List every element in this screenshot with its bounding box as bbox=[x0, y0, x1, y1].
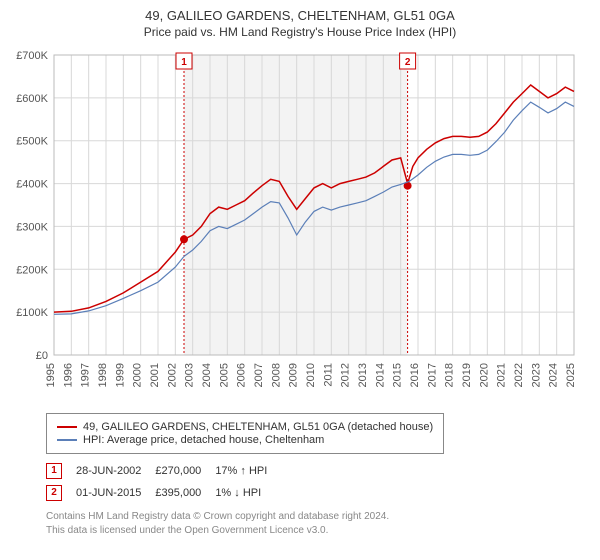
svg-text:2009: 2009 bbox=[288, 363, 300, 387]
event-marker-icon: 2 bbox=[46, 485, 62, 501]
event-delta: 17% ↑ HPI bbox=[215, 460, 281, 482]
event-marker-icon: 1 bbox=[46, 463, 62, 479]
event-date: 01-JUN-2015 bbox=[76, 482, 155, 504]
legend: 49, GALILEO GARDENS, CHELTENHAM, GL51 0G… bbox=[46, 413, 444, 454]
legend-row-hpi: HPI: Average price, detached house, Chel… bbox=[57, 434, 433, 446]
title-line2: Price paid vs. HM Land Registry's House … bbox=[8, 25, 592, 39]
svg-text:2015: 2015 bbox=[392, 363, 404, 387]
footer-attribution: Contains HM Land Registry data © Crown c… bbox=[46, 510, 592, 537]
svg-text:2014: 2014 bbox=[374, 363, 386, 387]
svg-text:2011: 2011 bbox=[322, 363, 334, 387]
legend-label-property: 49, GALILEO GARDENS, CHELTENHAM, GL51 0G… bbox=[83, 421, 433, 433]
svg-text:2016: 2016 bbox=[409, 363, 421, 387]
event-row: 1 28-JUN-2002£270,00017% ↑ HPI bbox=[46, 460, 281, 482]
svg-text:2022: 2022 bbox=[513, 363, 525, 387]
svg-text:2003: 2003 bbox=[184, 363, 196, 387]
svg-text:2021: 2021 bbox=[496, 363, 508, 387]
svg-text:£100K: £100K bbox=[16, 307, 48, 319]
legend-row-property: 49, GALILEO GARDENS, CHELTENHAM, GL51 0G… bbox=[57, 421, 433, 433]
svg-text:2002: 2002 bbox=[166, 363, 178, 387]
svg-text:£400K: £400K bbox=[16, 179, 48, 191]
svg-text:2010: 2010 bbox=[305, 363, 317, 387]
svg-text:£700K: £700K bbox=[16, 50, 48, 62]
svg-text:2023: 2023 bbox=[530, 363, 542, 387]
event-date: 28-JUN-2002 bbox=[76, 460, 155, 482]
svg-text:2013: 2013 bbox=[357, 363, 369, 387]
svg-text:£500K: £500K bbox=[16, 136, 48, 148]
svg-text:2024: 2024 bbox=[548, 363, 560, 387]
title-line1: 49, GALILEO GARDENS, CHELTENHAM, GL51 0G… bbox=[8, 8, 592, 23]
event-delta: 1% ↓ HPI bbox=[215, 482, 281, 504]
svg-text:2017: 2017 bbox=[426, 363, 438, 387]
svg-text:1997: 1997 bbox=[80, 363, 92, 387]
svg-text:£200K: £200K bbox=[16, 264, 48, 276]
svg-text:2020: 2020 bbox=[478, 363, 490, 387]
event-row: 2 01-JUN-2015£395,0001% ↓ HPI bbox=[46, 482, 281, 504]
chart-title-block: 49, GALILEO GARDENS, CHELTENHAM, GL51 0G… bbox=[8, 8, 592, 39]
svg-text:1996: 1996 bbox=[62, 363, 74, 387]
line-chart: £0 £100K £200K £300K £400K £500K £600K £700K 199… bbox=[8, 45, 584, 405]
svg-text:1995: 1995 bbox=[45, 363, 57, 387]
legend-label-hpi: HPI: Average price, detached house, Chel… bbox=[83, 434, 324, 446]
svg-text:2001: 2001 bbox=[149, 363, 161, 387]
events-table: 1 28-JUN-2002£270,00017% ↑ HPI 2 01-JUN-201… bbox=[46, 460, 281, 504]
footer-line2: This data is licensed under the Open Gov… bbox=[46, 524, 592, 538]
svg-text:2005: 2005 bbox=[218, 363, 230, 387]
event-price: £270,000 bbox=[155, 460, 215, 482]
event-price: £395,000 bbox=[155, 482, 215, 504]
svg-text:£300K: £300K bbox=[16, 221, 48, 233]
legend-swatch-property bbox=[57, 426, 77, 428]
svg-text:2008: 2008 bbox=[270, 363, 282, 387]
svg-text:1998: 1998 bbox=[97, 363, 109, 387]
svg-text:1999: 1999 bbox=[114, 363, 126, 387]
svg-text:2025: 2025 bbox=[565, 363, 577, 387]
svg-text:1: 1 bbox=[181, 57, 187, 68]
svg-text:2018: 2018 bbox=[444, 363, 456, 387]
svg-text:2007: 2007 bbox=[253, 363, 265, 387]
footer-line1: Contains HM Land Registry data © Crown c… bbox=[46, 510, 592, 524]
svg-text:2012: 2012 bbox=[340, 363, 352, 387]
legend-swatch-hpi bbox=[57, 439, 77, 441]
svg-text:2006: 2006 bbox=[236, 363, 248, 387]
chart-container: £0 £100K £200K £300K £400K £500K £600K £700K 199… bbox=[8, 45, 584, 405]
svg-text:2: 2 bbox=[405, 57, 411, 68]
svg-text:2004: 2004 bbox=[201, 363, 213, 387]
svg-text:£0: £0 bbox=[36, 350, 48, 362]
svg-text:2019: 2019 bbox=[461, 363, 473, 387]
svg-text:£600K: £600K bbox=[16, 93, 48, 105]
svg-text:2000: 2000 bbox=[132, 363, 144, 387]
